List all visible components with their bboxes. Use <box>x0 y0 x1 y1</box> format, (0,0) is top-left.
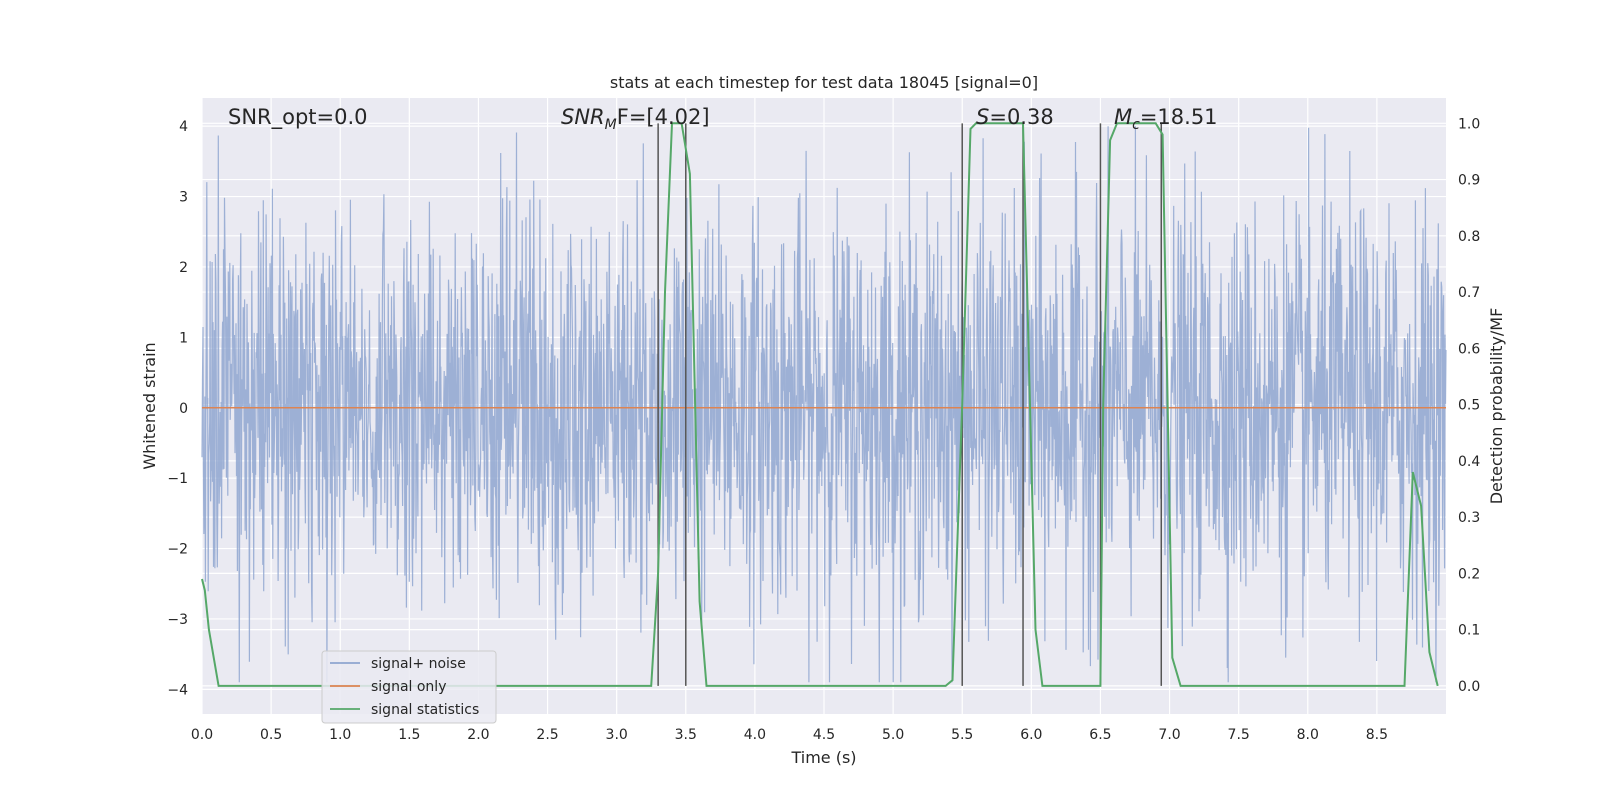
x-tick-label: 4.5 <box>813 727 835 743</box>
chart-title: stats at each timestep for test data 180… <box>610 73 1038 92</box>
signal-statistics-line <box>201 122 1439 687</box>
annotation-mc-main: M <box>1114 105 1132 129</box>
y-left-tick-label: 3 <box>179 190 188 206</box>
y-right-tick-label: 0.0 <box>1458 679 1480 695</box>
x-tick-label: 1.0 <box>329 727 351 743</box>
y-left-tick-label: 4 <box>179 119 188 135</box>
annotation-s: S=0.38 <box>976 105 1054 129</box>
y-axis-label-right: Detection probability/MF <box>1487 308 1506 505</box>
annotation-mc-sub: c <box>1132 117 1140 133</box>
x-tick-label: 6.5 <box>1089 727 1111 743</box>
y-right-tick-label: 0.6 <box>1458 341 1480 357</box>
y-left-tick-labels: 4 3 2 1 0 −1 −2 −3 −4 <box>167 119 188 698</box>
x-tick-label: 3.5 <box>675 727 697 743</box>
legend-box <box>321 650 497 724</box>
x-tick-label: 3.0 <box>606 727 628 743</box>
annotation-snr-mf-main: SNR <box>561 105 605 129</box>
x-tick-label: 8.0 <box>1297 727 1319 743</box>
annotation-snr-mf-rest: F=[4.02] <box>617 105 710 129</box>
x-tick-label: 7.5 <box>1228 727 1250 743</box>
y-right-tick-label: 0.5 <box>1458 398 1480 414</box>
x-tick-label: 0.0 <box>191 727 213 743</box>
x-tick-labels: 0.0 0.5 1.0 1.5 2.0 2.5 3.0 3.5 4.0 4.5 5.0 5.5 6.0 6… <box>191 727 1388 743</box>
signal-plus-noise-line <box>201 126 1447 683</box>
x-tick-label: 5.0 <box>882 727 904 743</box>
annotation-s-rest: =0.38 <box>989 105 1053 129</box>
annotation-mc-rest: =18.51 <box>1140 105 1218 129</box>
legend-label-signal-noise: signal+ noise <box>371 656 466 672</box>
y-right-tick-label: 0.3 <box>1458 510 1480 526</box>
x-tick-label: 5.5 <box>951 727 973 743</box>
y-left-tick-label: 0 <box>179 401 188 417</box>
y-right-tick-label: 0.2 <box>1458 566 1480 582</box>
x-tick-label: 0.5 <box>260 727 282 743</box>
y-left-tick-label: −2 <box>167 542 188 558</box>
y-right-tick-label: 0.9 <box>1458 173 1480 189</box>
legend-label-signal-statistics: signal statistics <box>371 702 479 718</box>
y-left-tick-label: −1 <box>167 471 188 487</box>
y-left-tick-label: −3 <box>167 612 188 628</box>
legend-label-signal-only: signal only <box>371 679 446 695</box>
y-left-tick-label: 1 <box>179 330 188 346</box>
annotation-s-main: S <box>976 105 989 129</box>
x-tick-label: 2.0 <box>467 727 489 743</box>
x-tick-label: 6.0 <box>1020 727 1042 743</box>
y-axis-label-left: Whitened strain <box>140 342 159 469</box>
y-left-tick-label: −4 <box>167 682 188 698</box>
x-axis-label: Time (s) <box>790 748 856 767</box>
y-right-tick-label: 0.1 <box>1458 623 1480 639</box>
annotation-snr-opt: SNR_opt=0.0 <box>228 105 368 130</box>
y-right-tick-label: 0.8 <box>1458 229 1480 245</box>
x-tick-label: 1.5 <box>398 727 420 743</box>
annotation-mc: Mc=18.51 <box>1114 105 1218 133</box>
y-left-tick-label: 2 <box>179 260 188 276</box>
x-tick-label: 7.0 <box>1158 727 1180 743</box>
y-right-tick-labels: 1.0 0.9 0.8 0.7 0.6 0.5 0.4 0.3 0.2 0.1 0.0 <box>1458 116 1480 695</box>
y-right-tick-label: 0.4 <box>1458 454 1480 470</box>
annotation-snr-mf-sub: M <box>605 117 617 133</box>
signal-statistics-path <box>201 122 1439 687</box>
annotation-snr-mf: SNRMF=[4.02] <box>561 105 710 133</box>
signal-plus-noise-trace <box>201 126 1447 683</box>
legend: signal+ noise signal only signal statist… <box>321 650 497 724</box>
x-tick-label: 4.0 <box>744 727 766 743</box>
y-right-tick-label: 1.0 <box>1458 116 1480 132</box>
x-tick-label: 2.5 <box>536 727 558 743</box>
y-right-tick-label: 0.7 <box>1458 285 1480 301</box>
x-tick-label: 8.5 <box>1366 727 1388 743</box>
